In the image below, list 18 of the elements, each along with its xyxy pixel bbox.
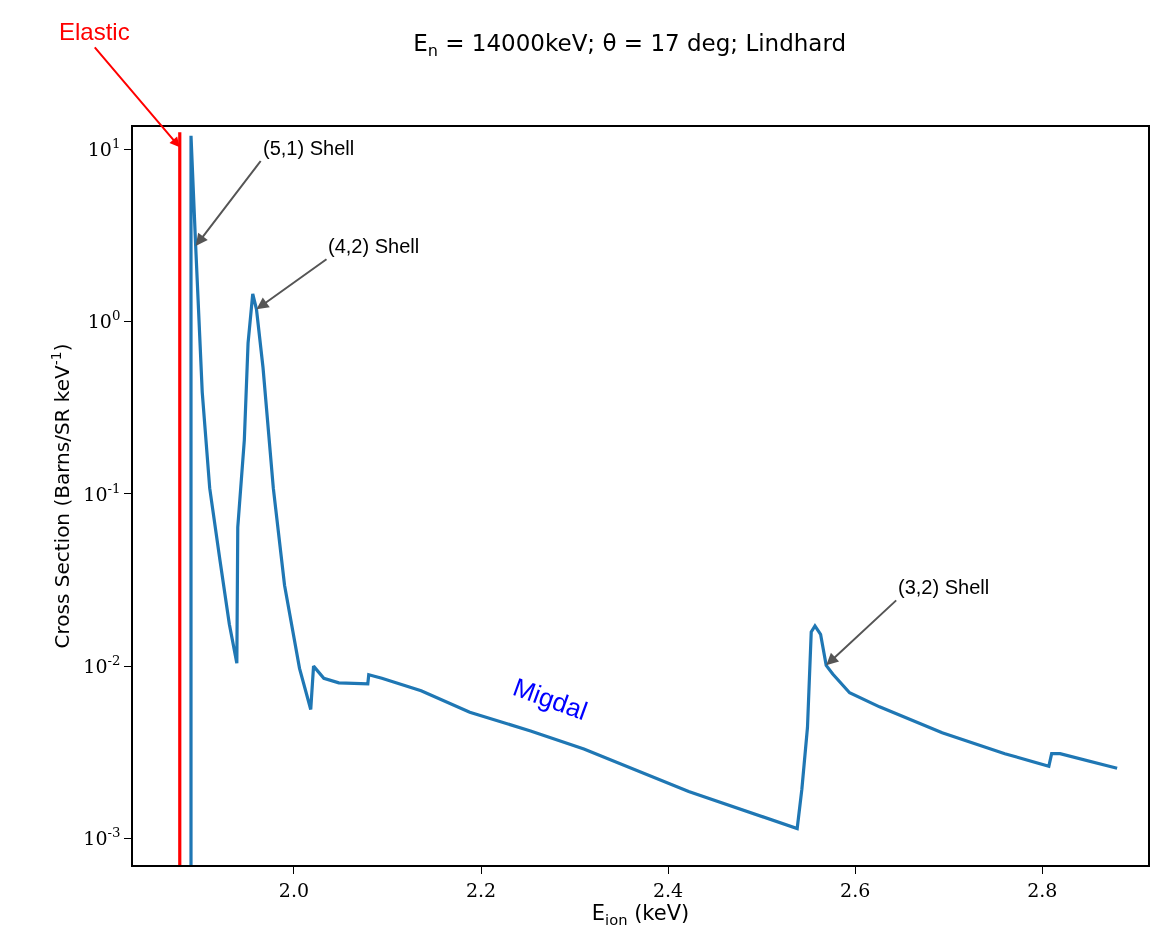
line-series [189,134,1119,865]
x-tick-label: 2.6 [840,878,871,901]
annotation: (3,2) Shell [898,576,990,598]
y-tick-label: 10$^{-3}$ [83,824,121,849]
x-axis-title: E$_{ion}$ (keV) [591,901,690,928]
chart-title: E$_{n}$ = 14000keV; θ = 17 deg; Lindhard [413,29,847,60]
y-tick-label: 10$^{1}$ [87,136,121,161]
y-tick-label: 10$^{-2}$ [83,652,121,677]
x-tick-label: 2.2 [465,878,497,901]
text: Elastic [59,18,130,45]
y-tick-label: 10$^{0}$ [87,308,121,333]
annotation: (5,1) Shell [263,137,355,159]
annotation: (4,2) Shell [328,235,420,257]
x-tick-label: 2.4 [652,878,684,901]
x-tick-label: 2.0 [278,878,310,901]
text: Migdal [509,671,592,727]
y-tick-label: 10$^{-1}$ [83,480,121,505]
x-tick-label: 2.8 [1027,878,1058,901]
